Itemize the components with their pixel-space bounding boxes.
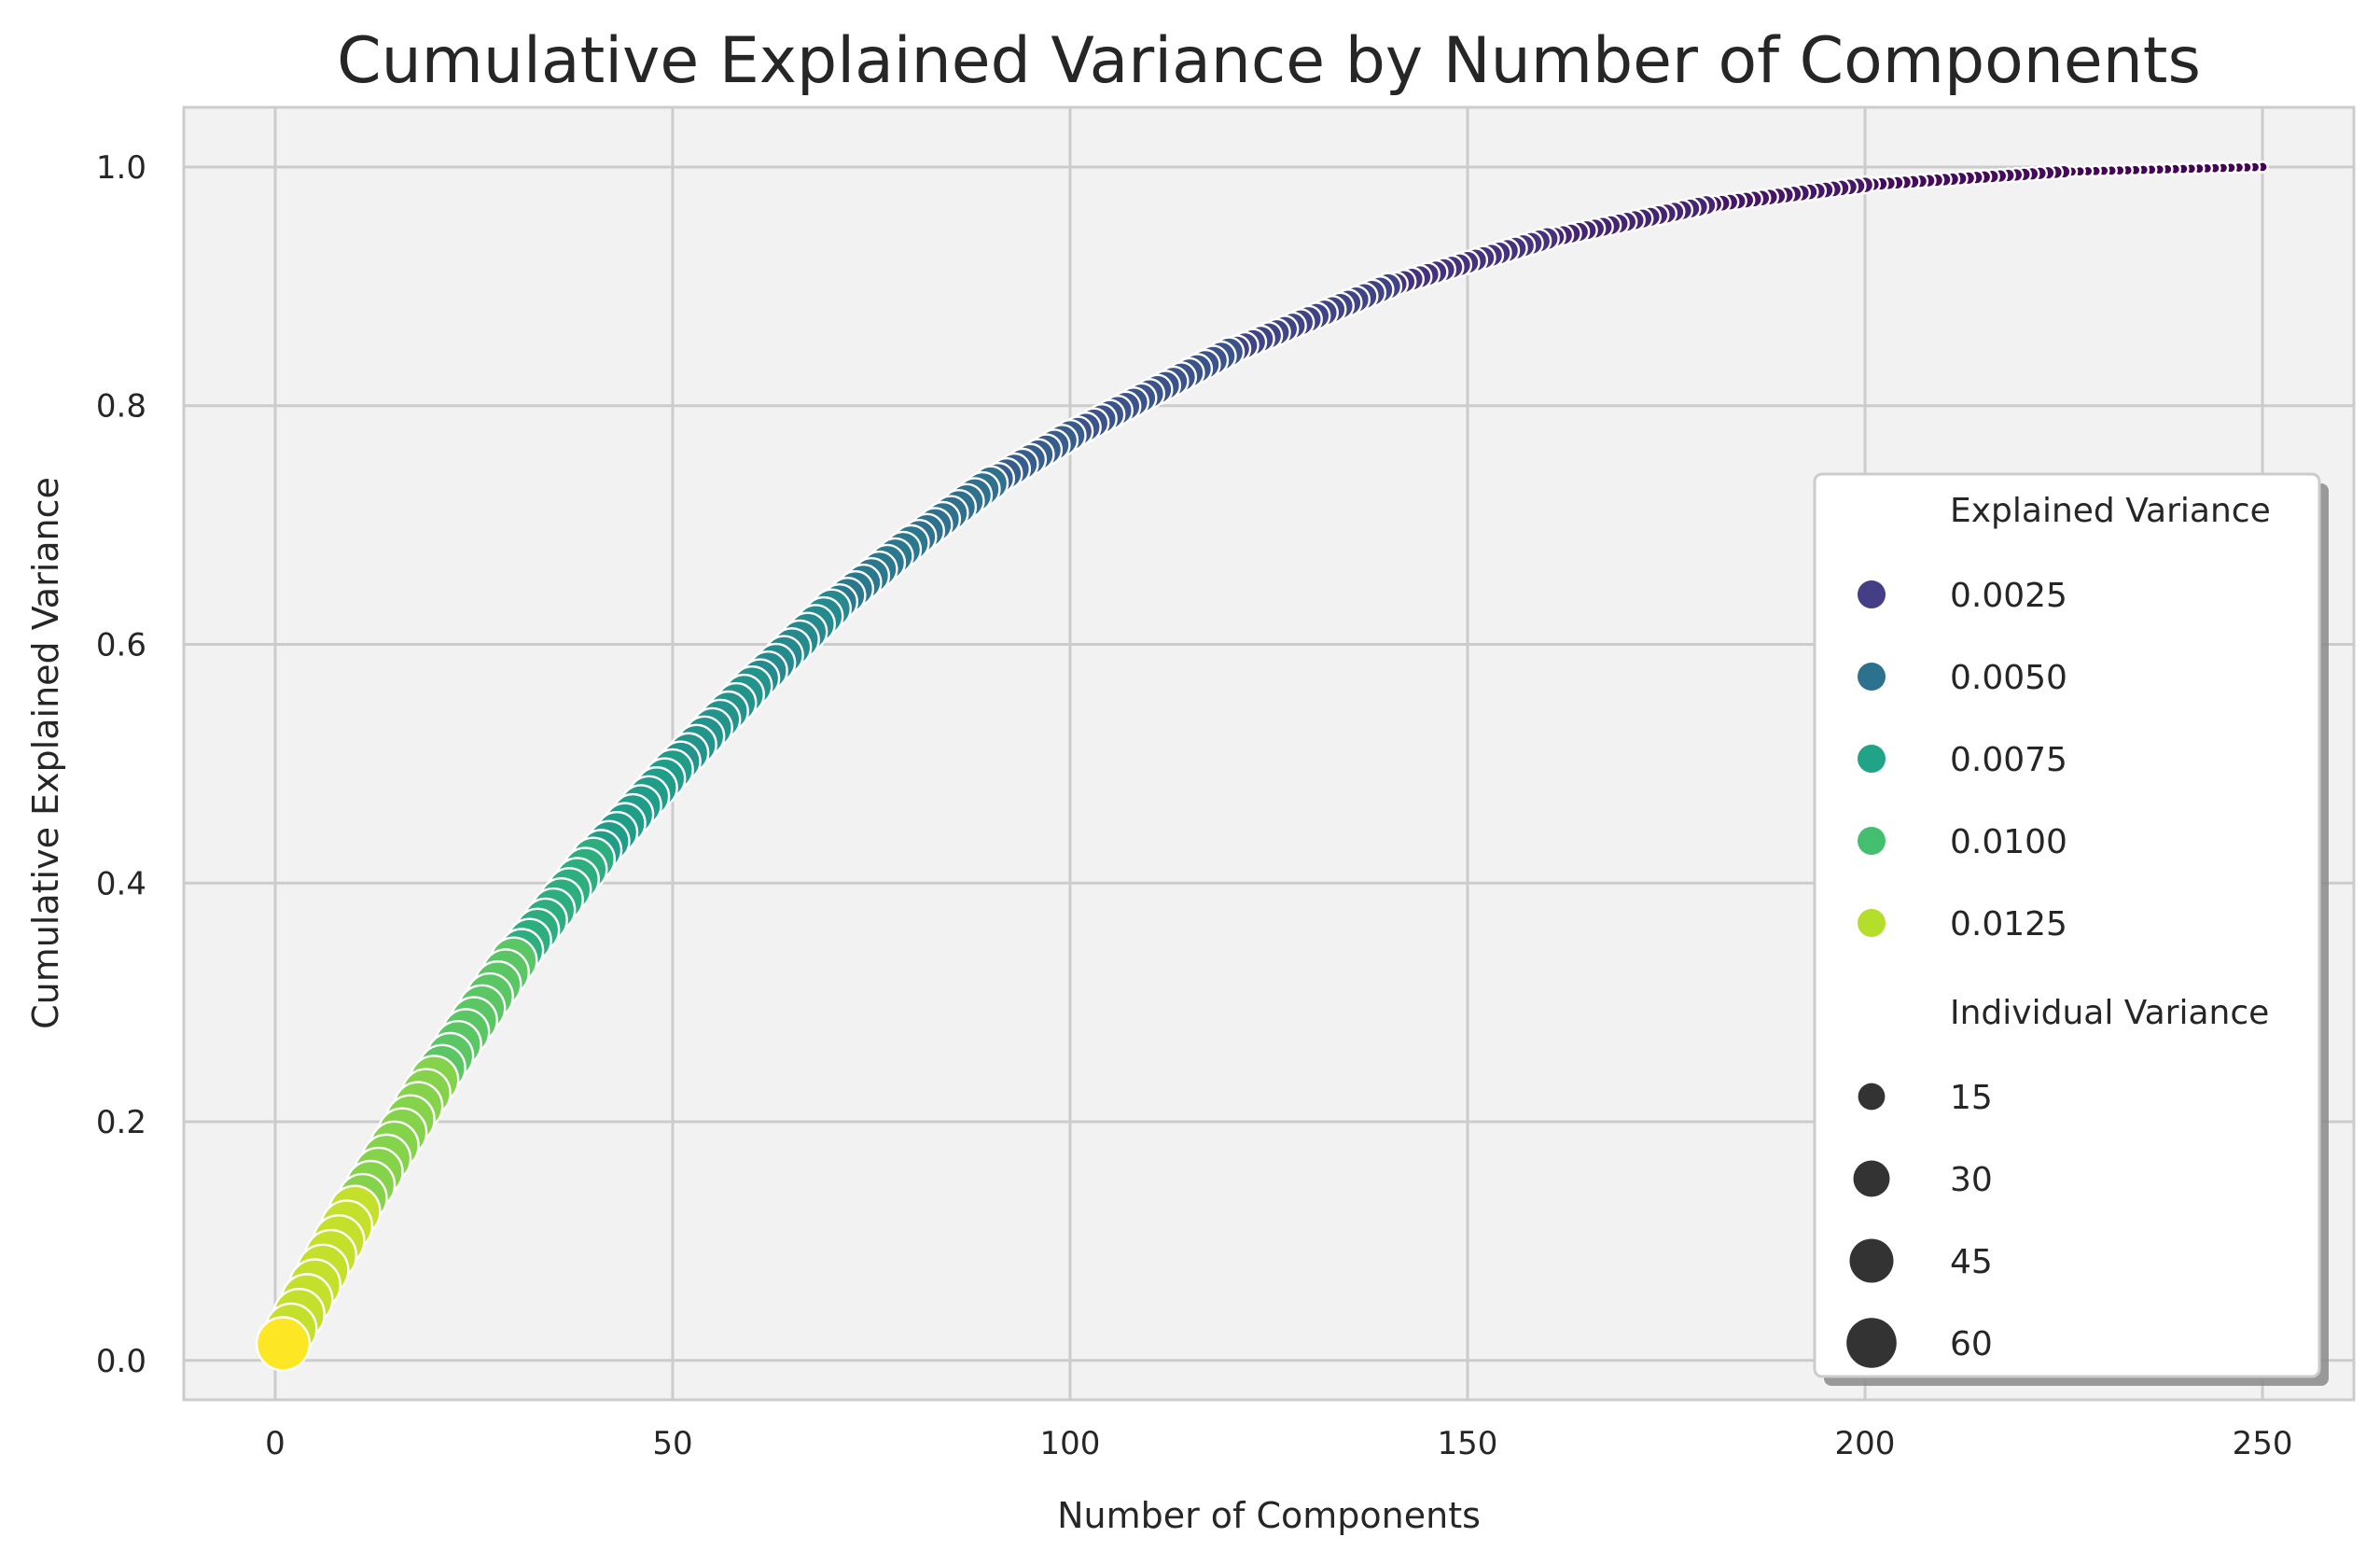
legend-size-marker	[1853, 1160, 1890, 1197]
legend-hue-label: 0.0075	[1950, 741, 2067, 779]
legend-hue-label: 0.0050	[1950, 659, 2067, 697]
x-axis-ticks: 0 50 100 150 200 250	[265, 1425, 2292, 1462]
y-tick-label: 0.0	[96, 1343, 146, 1380]
x-tick-label: 250	[2233, 1425, 2293, 1462]
x-tick-label: 0	[265, 1425, 285, 1462]
legend-hue-label: 0.0100	[1950, 823, 2067, 861]
x-tick-label: 100	[1040, 1425, 1101, 1462]
scatter-point	[255, 1316, 312, 1372]
legend-hue-title: Explained Variance	[1950, 492, 2271, 530]
y-tick-label: 0.2	[96, 1104, 146, 1141]
legend-size-label: 60	[1950, 1325, 1993, 1363]
scatter-points	[255, 161, 2269, 1372]
legend-size-entries: 15 30 45 60	[1846, 1079, 1993, 1368]
legend-size-title: Individual Variance	[1950, 994, 2269, 1032]
legend-size-label: 45	[1950, 1243, 1993, 1281]
y-axis-ticks: 0.0 0.2 0.4 0.6 0.8 1.0	[96, 149, 146, 1380]
legend-hue-entries: 0.0025 0.0050 0.0075 0.0100 0.0125	[1858, 577, 2067, 943]
legend-color-swatch	[1858, 580, 1886, 608]
legend-size-marker	[1858, 1083, 1886, 1111]
legend-color-swatch	[1858, 745, 1886, 773]
chart-title: Cumulative Explained Variance by Number …	[337, 24, 2201, 98]
y-tick-label: 1.0	[96, 149, 146, 187]
y-axis-label: Cumulative Explained Variance	[25, 477, 66, 1029]
y-tick-label: 0.4	[96, 865, 146, 902]
x-tick-label: 50	[652, 1425, 692, 1462]
legend-size-label: 30	[1950, 1161, 1993, 1199]
y-tick-label: 0.8	[96, 388, 146, 426]
x-tick-label: 150	[1438, 1425, 1498, 1462]
legend-color-swatch	[1858, 663, 1886, 691]
legend: Explained Variance 0.00250.00500.00750.0…	[1813, 472, 2329, 1386]
legend-hue-label: 0.0025	[1950, 577, 2067, 615]
legend-box	[1813, 472, 2321, 1378]
legend-color-swatch	[1858, 909, 1886, 937]
legend-size-marker	[1849, 1238, 1894, 1283]
legend-size-label: 15	[1950, 1079, 1993, 1117]
legend-color-swatch	[1858, 827, 1886, 855]
x-axis-label: Number of Components	[1057, 1495, 1481, 1536]
legend-size-marker	[1846, 1318, 1897, 1368]
y-tick-label: 0.6	[96, 626, 146, 664]
x-tick-label: 200	[1835, 1425, 1896, 1462]
legend-hue-label: 0.0125	[1950, 905, 2067, 943]
